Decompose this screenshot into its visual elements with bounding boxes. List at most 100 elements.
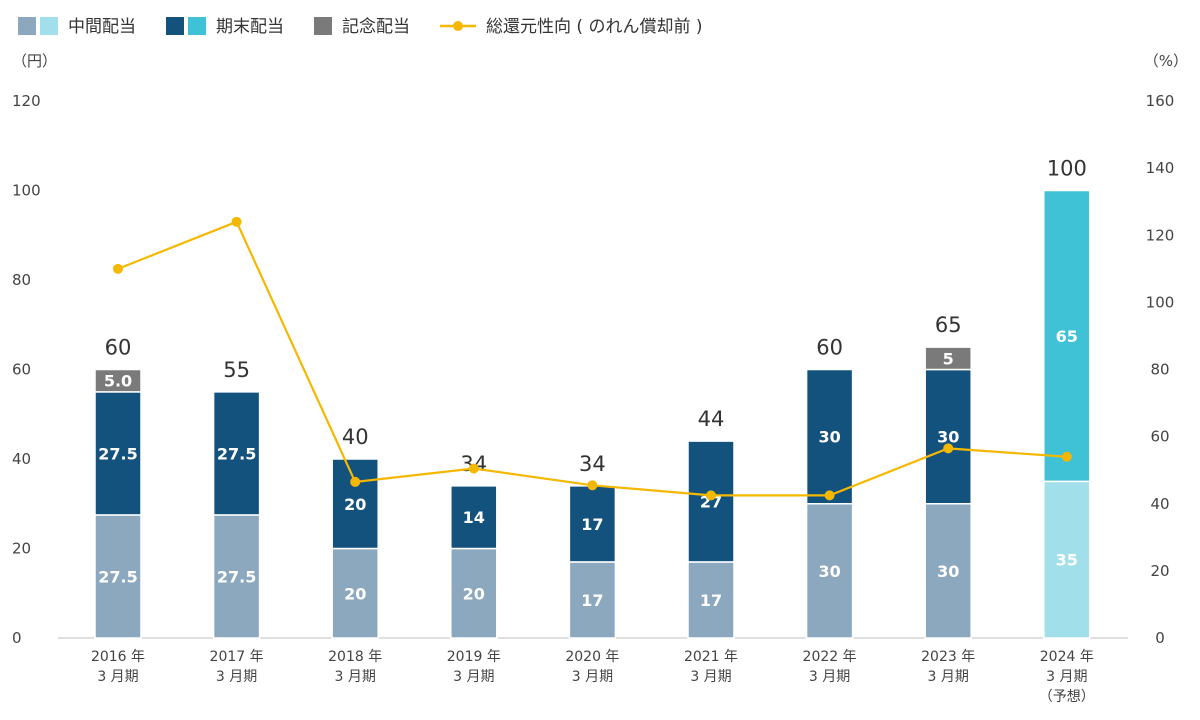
category-period: 3 月期 bbox=[216, 669, 257, 685]
segment-label: 65 bbox=[1056, 327, 1078, 346]
payout-point bbox=[943, 443, 954, 454]
segment-label: 5 bbox=[943, 349, 954, 368]
segment-label: 17 bbox=[700, 591, 722, 610]
right-tick-label: 0 bbox=[1155, 629, 1165, 647]
x-category-label: 2020 年 3 月期 bbox=[565, 649, 619, 685]
category-year: 2018 年 bbox=[328, 649, 382, 665]
left-tick-label: 20 bbox=[12, 540, 31, 558]
category-period: 3 月期 bbox=[690, 669, 731, 685]
bar-total-label: 100 bbox=[1047, 157, 1087, 181]
x-axis-labels: 2016 年 3 月期 2017 年 3 月期 2018 年 3 月期 2019 年 3 月期… bbox=[91, 649, 1095, 705]
left-axis-ticks: 0 20 40 60 80 100 120 bbox=[12, 92, 41, 647]
payout-point bbox=[350, 476, 361, 487]
bar-segment-interim bbox=[687, 561, 735, 639]
category-period: 3 月期 bbox=[928, 669, 969, 685]
legend-label: 総還元性向 ( のれん償却前 ) bbox=[486, 17, 702, 37]
x-category-label: 2022 年 3 月期 bbox=[803, 649, 857, 685]
right-tick-label: 140 bbox=[1146, 159, 1175, 177]
category-year: 2017 年 bbox=[210, 649, 264, 665]
right-tick-label: 60 bbox=[1150, 428, 1169, 446]
payout-point bbox=[468, 463, 479, 474]
segment-label: 35 bbox=[1056, 551, 1078, 570]
right-tick-label: 120 bbox=[1146, 226, 1175, 244]
segment-label: 27.5 bbox=[217, 567, 256, 586]
bar-stack: 35 65 100 bbox=[1043, 157, 1091, 639]
segment-label: 5.0 bbox=[104, 372, 132, 391]
legend-swatch bbox=[188, 17, 206, 35]
legend-item-final: 期末配当 bbox=[166, 17, 284, 37]
left-tick-label: 60 bbox=[12, 361, 31, 379]
segment-label: 27 bbox=[700, 493, 722, 512]
category-year: 2016 年 bbox=[91, 649, 145, 665]
category-year: 2022 年 bbox=[803, 649, 857, 665]
right-tick-label: 160 bbox=[1146, 92, 1175, 110]
bar-segment-interim bbox=[924, 503, 972, 639]
legend-swatch bbox=[18, 17, 36, 35]
bar-total-label: 60 bbox=[816, 336, 843, 360]
category-year: 2019 年 bbox=[447, 649, 501, 665]
bar-total-label: 65 bbox=[935, 313, 962, 337]
bar-stack: 17 27 44 bbox=[687, 407, 735, 639]
bar-segment-final bbox=[331, 458, 379, 550]
legend-swatch bbox=[166, 17, 184, 35]
bar-total-label: 40 bbox=[342, 425, 369, 449]
legend-marker-swatch bbox=[453, 21, 463, 31]
segment-label: 20 bbox=[344, 495, 366, 514]
bar-stack: 27.5 27.5 55 bbox=[212, 358, 261, 639]
category-period: 3 月期 bbox=[1046, 669, 1087, 685]
bar-stack: 20 20 40 bbox=[331, 425, 379, 639]
payout-ratio-line bbox=[113, 216, 1072, 501]
bar-segment-interim bbox=[94, 514, 142, 639]
bar-stack: 201434 bbox=[450, 452, 498, 639]
legend-item-commemorative: 記念配当 bbox=[314, 16, 410, 37]
segment-label: 20 bbox=[344, 584, 366, 603]
bar-stack: 30 30 5 65 bbox=[924, 313, 972, 639]
bar-segment-commemorative bbox=[94, 368, 142, 393]
category-period: 3 月期 bbox=[335, 669, 376, 685]
bar-stack: 27.5 27.5 5.0 60 bbox=[94, 336, 142, 639]
category-note: （予想） bbox=[1039, 689, 1095, 705]
legend: 中間配当 期末配当 記念配当 総還元性向 ( のれん償却前 ) bbox=[18, 16, 702, 37]
bar-segment-interim bbox=[568, 561, 617, 639]
bar-segment-final bbox=[924, 368, 972, 505]
left-tick-label: 80 bbox=[12, 271, 31, 289]
category-year: 2021 年 bbox=[684, 649, 738, 665]
x-category-label: 2018 年 3 月期 bbox=[328, 649, 382, 685]
legend-item-interim: 中間配当 bbox=[18, 17, 136, 37]
x-category-label: 2021 年 3 月期 bbox=[684, 649, 738, 685]
bar-segment-final bbox=[450, 485, 498, 550]
legend-label: 期末配当 bbox=[216, 17, 284, 37]
left-axis-unit: （円） bbox=[12, 52, 57, 70]
segment-label: 30 bbox=[937, 562, 959, 581]
payout-point bbox=[706, 490, 716, 501]
segment-label: 17 bbox=[581, 591, 603, 610]
segment-label: 14 bbox=[463, 508, 485, 527]
payout-point bbox=[113, 263, 123, 274]
segment-label: 30 bbox=[937, 428, 959, 447]
left-tick-label: 0 bbox=[12, 629, 22, 647]
right-axis-unit: （%） bbox=[1144, 52, 1188, 70]
legend-label: 記念配当 bbox=[342, 16, 410, 37]
bars: 27.5 27.5 5.0 60 27.5 27.5 55 20 20 40 20 14 34 17 17 3… bbox=[94, 157, 1091, 639]
payout-point bbox=[1061, 451, 1072, 462]
segment-label: 30 bbox=[818, 562, 840, 581]
bar-total-label: 55 bbox=[223, 358, 250, 382]
left-tick-label: 120 bbox=[12, 92, 41, 110]
bar-total-label: 34 bbox=[579, 452, 606, 476]
segment-label: 30 bbox=[818, 428, 840, 447]
segment-label: 27.5 bbox=[98, 444, 137, 463]
category-year: 2024 年 bbox=[1040, 649, 1094, 665]
right-tick-label: 100 bbox=[1146, 293, 1175, 311]
x-category-label: 2024 年 3 月期 （予想） bbox=[1039, 649, 1095, 705]
right-axis-ticks: 0 20 40 60 80 100 120 140 160 bbox=[1146, 92, 1175, 647]
x-category-label: 2017 年 3 月期 bbox=[210, 649, 264, 685]
left-tick-label: 40 bbox=[12, 450, 31, 468]
segment-label: 27.5 bbox=[98, 567, 137, 586]
bar-stack: 30 30 60 bbox=[805, 336, 854, 639]
right-tick-label: 80 bbox=[1150, 361, 1169, 379]
category-period: 3 月期 bbox=[572, 669, 613, 685]
legend-swatch bbox=[40, 17, 58, 35]
legend-swatch bbox=[314, 17, 332, 35]
bar-segment-final bbox=[212, 391, 261, 516]
